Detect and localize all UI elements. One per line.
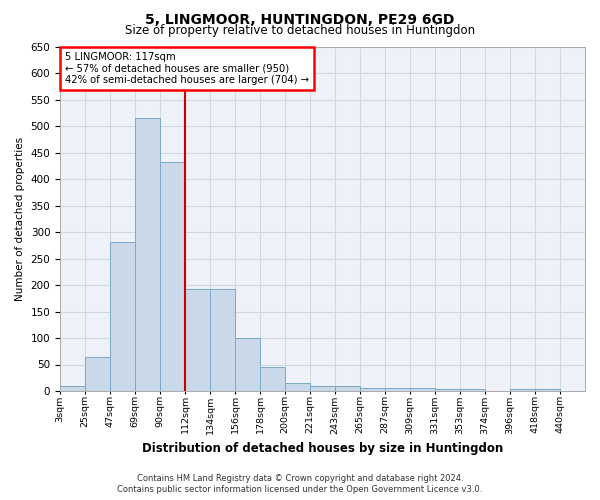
- Bar: [135, 118, 160, 391]
- Bar: [310, 386, 335, 391]
- Text: Size of property relative to detached houses in Huntingdon: Size of property relative to detached ho…: [125, 24, 475, 37]
- Bar: [385, 388, 410, 391]
- Text: 5 LINGMOOR: 117sqm
← 57% of detached houses are smaller (950)
42% of semi-detach: 5 LINGMOOR: 117sqm ← 57% of detached hou…: [65, 52, 309, 85]
- Bar: [435, 390, 460, 391]
- Bar: [185, 289, 210, 391]
- Bar: [235, 338, 260, 391]
- Bar: [335, 386, 360, 391]
- Bar: [410, 388, 435, 391]
- Y-axis label: Number of detached properties: Number of detached properties: [15, 136, 25, 301]
- Text: Contains HM Land Registry data © Crown copyright and database right 2024.
Contai: Contains HM Land Registry data © Crown c…: [118, 474, 482, 494]
- X-axis label: Distribution of detached houses by size in Huntingdon: Distribution of detached houses by size …: [142, 442, 503, 455]
- Bar: [535, 390, 560, 391]
- Text: 5, LINGMOOR, HUNTINGDON, PE29 6GD: 5, LINGMOOR, HUNTINGDON, PE29 6GD: [145, 12, 455, 26]
- Bar: [110, 242, 135, 391]
- Bar: [160, 162, 185, 391]
- Bar: [360, 388, 385, 391]
- Bar: [510, 390, 535, 391]
- Bar: [210, 289, 235, 391]
- Bar: [285, 383, 310, 391]
- Bar: [60, 386, 85, 391]
- Bar: [260, 366, 285, 391]
- Bar: [85, 356, 110, 391]
- Bar: [460, 390, 485, 391]
